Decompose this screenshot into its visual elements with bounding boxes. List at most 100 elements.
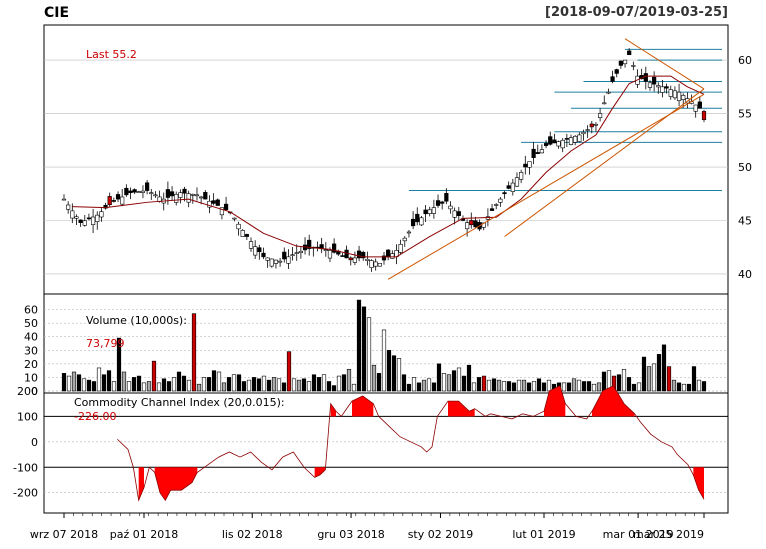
volume-bar [341, 374, 347, 392]
price-tick-label: 45 [738, 214, 752, 227]
volume-bar [241, 381, 247, 392]
volume-tick-label: 30 [24, 344, 38, 357]
cci-title: Commodity Channel Index (20,0.015): [74, 396, 285, 409]
volume-bar [641, 356, 647, 392]
candle [598, 113, 603, 119]
candle [676, 91, 682, 101]
candle [207, 200, 212, 208]
cci-line [117, 385, 705, 502]
volume-bar [426, 378, 432, 392]
candle [244, 234, 249, 237]
volume-bar [291, 378, 297, 392]
candle [365, 258, 370, 261]
volume-bar [261, 375, 267, 392]
cci-extreme-fill [448, 401, 475, 417]
volume-bar [161, 378, 167, 392]
volume-bar [111, 381, 117, 392]
candle [253, 246, 258, 256]
candle [697, 101, 702, 109]
volume-bar [416, 382, 422, 392]
volume-bar [546, 379, 552, 392]
candle [386, 249, 391, 258]
candle [560, 139, 565, 149]
volume-tick-label: 40 [24, 331, 38, 344]
volume-bar [306, 381, 312, 392]
candle [444, 193, 449, 202]
candle [348, 257, 353, 261]
volume-bar [226, 377, 232, 392]
candle [70, 210, 75, 219]
candle [219, 207, 225, 216]
volume-bar [471, 382, 477, 392]
volume-bar [151, 360, 157, 392]
candle [452, 210, 457, 218]
volume-bar [366, 317, 372, 392]
candle [423, 209, 428, 215]
cci-extreme-fill [592, 385, 635, 417]
candle [261, 252, 266, 258]
volume-layer [61, 299, 707, 392]
candle [236, 223, 241, 230]
candle [361, 251, 366, 259]
candle [602, 102, 607, 105]
volume-bar [526, 382, 532, 392]
candle [124, 187, 129, 196]
volume-bar [691, 366, 697, 392]
volume-bar [96, 367, 102, 392]
candle [332, 243, 337, 253]
volume-bar [136, 375, 142, 392]
volume-bar [211, 370, 217, 392]
candle [223, 203, 229, 211]
candle [111, 200, 116, 202]
volume-bar [276, 378, 282, 392]
candle [90, 216, 96, 226]
volume-bar [176, 371, 182, 392]
volume-bar [351, 383, 357, 392]
candle [381, 255, 387, 261]
volume-bar [311, 374, 317, 392]
candle [327, 250, 333, 259]
volume-bar [206, 377, 212, 392]
volume-bar [436, 363, 442, 392]
volume-title: Volume (10,000s): [86, 314, 187, 327]
candle [581, 131, 586, 135]
candle [543, 143, 549, 146]
candle [431, 207, 436, 214]
candle [647, 82, 653, 88]
candle [278, 260, 283, 263]
volume-bar [501, 381, 507, 392]
volume-bar [571, 378, 577, 392]
candle [406, 231, 412, 234]
candle [701, 111, 707, 120]
volume-bar [236, 374, 242, 392]
x-tick-label: sty 02 2019 [408, 528, 474, 541]
candle [265, 257, 270, 261]
candle [169, 191, 175, 197]
volume-bar [461, 375, 467, 392]
candle [103, 204, 108, 209]
cci-extreme-fill [544, 385, 566, 417]
candle [199, 196, 204, 199]
candle [178, 192, 183, 198]
volume-tick-label: 20 [24, 358, 38, 371]
candle [465, 222, 470, 230]
price-tick-label: 40 [738, 268, 752, 281]
candle [693, 104, 698, 112]
candle [294, 252, 299, 254]
candle [323, 249, 328, 251]
candle [610, 76, 615, 82]
candle [494, 204, 499, 206]
candle [352, 257, 358, 263]
cci-layer [44, 385, 728, 502]
volume-bar [491, 378, 497, 392]
volume-bar [321, 374, 327, 392]
price-tick-label: 60 [738, 54, 752, 67]
candle [186, 193, 191, 203]
cci-tick-label: 200 [17, 385, 38, 398]
candle [552, 139, 557, 144]
candle [120, 196, 125, 205]
candle [568, 137, 574, 145]
volume-bar [256, 378, 262, 392]
volume-bar [466, 364, 472, 392]
candle [548, 136, 553, 145]
